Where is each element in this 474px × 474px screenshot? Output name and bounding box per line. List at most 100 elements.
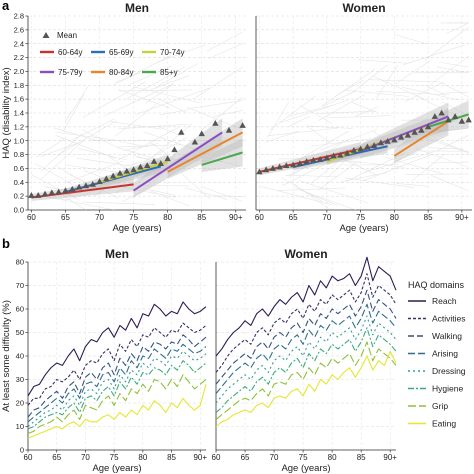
trajectory-line [425,84,446,96]
y-tick-label: 20 [16,399,24,408]
mean-marker [103,175,110,182]
mean-marker [370,142,378,148]
mean-marker [276,163,283,170]
trajectory-line [133,86,200,104]
trajectory-line [372,130,396,149]
trajectory-line [137,157,159,161]
series-line-hygiene [27,360,207,430]
mean-marker [171,146,178,153]
series-line-arising [215,303,397,394]
x-tick-label: 70 [81,453,90,462]
mean-marker [391,136,398,143]
trajectory-line [31,174,79,200]
mean-marker [137,163,144,170]
mean-marker [212,119,219,126]
legend-label: 80-84y [109,68,133,77]
trajectory-line [446,22,469,34]
y-axis-title-b: At least some difficulty (%) [1,300,12,412]
trajectory-line [119,141,149,148]
mean-marker [424,123,432,130]
trajectory-line [328,115,391,119]
trend-line-60-64y [259,148,361,173]
mean-marker [364,143,371,150]
trajectory-line [440,91,469,94]
trajectory-line [54,127,100,142]
trajectory-line [146,75,189,92]
mean-marker [41,190,49,197]
x-tick-label: 75 [110,453,119,462]
mean-marker [418,126,425,133]
mean-marker [411,129,418,135]
x-tick-label: 65 [289,213,298,222]
trajectory-line [309,127,331,144]
panel-title: Women [342,1,385,15]
trajectory-line [118,89,192,92]
trajectory-line [358,59,407,64]
mean-marker [157,160,165,166]
trajectory-line [266,101,289,139]
trajectory-line [259,185,332,205]
trajectory-line [82,201,155,205]
trajectory-line [385,157,444,175]
trajectory-line [40,142,81,180]
panel-title: Women [284,247,327,261]
trajectory-line [63,195,87,211]
series-line-walking [215,289,397,385]
trajectory-line [108,156,142,180]
mean-marker [262,166,270,173]
legend-title: HAQ domains [408,280,465,290]
trajectory-line [280,99,349,123]
confidence-band [167,118,243,179]
trajectory-line [64,86,89,123]
mean-marker [438,109,445,116]
x-tick-label: 90+ [229,213,243,222]
mean-marker [256,168,263,175]
mean-marker [269,165,277,171]
legend-label: Eating [432,419,456,429]
confidence-band [201,138,243,172]
legend-mean-marker [42,32,50,38]
series-line-activities [27,322,207,406]
trajectory-line [423,137,469,154]
x-tick-label: 60 [24,453,33,462]
mean-marker [316,156,324,162]
trajectory-line [156,125,182,137]
mean-marker [123,167,130,174]
x-axis-title: Age (years) [112,223,161,234]
y-tick-label: 1.6 [14,95,24,104]
mean-marker [116,169,124,176]
trend-line-85+y [201,151,243,166]
mean-marker [404,131,412,138]
y-tick-label: 10 [16,422,24,431]
trajectory-line [193,66,243,100]
series-line-arising [27,343,207,423]
trajectory-line [299,180,368,204]
confidence-band [133,118,223,198]
legend-label: Activities [432,314,466,324]
legend-label: Reach [432,296,457,306]
panel-title: Men [105,247,129,261]
trend-line-80-84y [393,120,449,157]
legend-label: Hygiene [432,384,463,394]
x-tick-label: 60 [212,453,221,462]
individual-trajectories [31,31,243,211]
trajectory-line [124,187,177,198]
legend-mean-label: Mean [57,31,77,40]
trajectory-line [393,33,427,45]
trajectory-line [352,102,377,113]
trajectory-line [376,64,399,99]
mean-marker [445,116,452,123]
trajectory-line [278,187,346,191]
mean-marker [377,139,385,146]
y-tick-label: 0 [20,446,24,455]
y-tick-label: 0.4 [14,178,24,187]
trajectory-line [135,87,210,116]
x-tick-label: 85 [357,453,366,462]
x-tick-label: 65 [52,453,61,462]
trajectory-line [317,162,357,191]
panel-a-label: a [2,0,10,13]
trajectory-line [295,187,338,206]
series-line-walking [27,334,207,418]
trajectory-line [133,155,170,167]
mean-marker [343,149,351,156]
